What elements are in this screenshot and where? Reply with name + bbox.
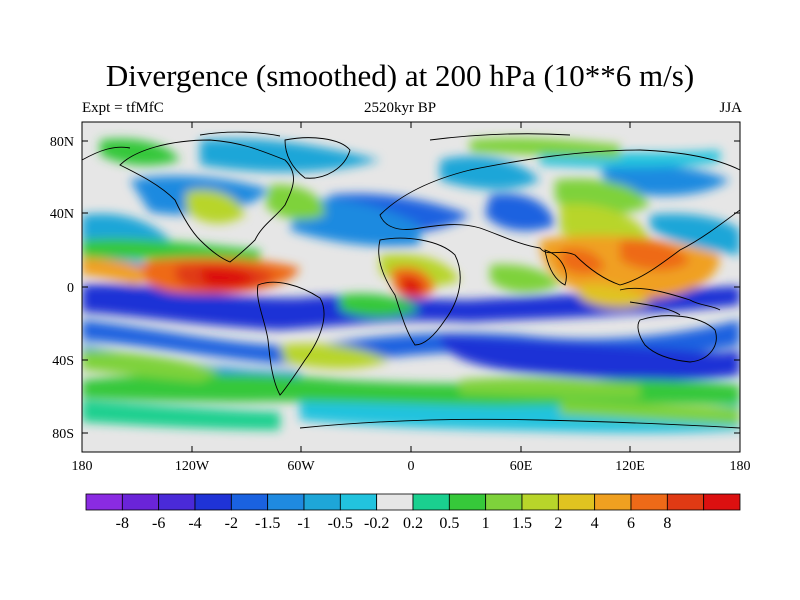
coast-eurasia — [379, 149, 740, 286]
coastlines — [82, 131, 740, 429]
lat-tick-label: 40S — [52, 354, 74, 369]
colorbar-label: -0.2 — [364, 515, 389, 532]
colorbar-label: 6 — [627, 515, 635, 532]
lon-tick-label: 60E — [510, 459, 533, 474]
colorbar-swatch — [85, 493, 123, 511]
coast-africa — [378, 237, 461, 346]
colorbar-label: -1.5 — [255, 515, 280, 532]
lat-tick-label: 0 — [67, 281, 74, 296]
colorbar-swatch — [703, 493, 741, 511]
colorbar-label: 0.5 — [439, 515, 459, 532]
colorbar-label: -2 — [225, 515, 238, 532]
colorbar-swatch — [339, 493, 378, 511]
lon-tick-label: 180 — [730, 459, 751, 474]
colorbar-label: 2 — [554, 515, 562, 532]
colorbar-swatch — [485, 493, 523, 511]
coast-south-america — [256, 281, 325, 396]
colorbar-swatch — [448, 493, 487, 511]
map-title: Divergence (smoothed) at 200 hPa (10**6 … — [105, 58, 695, 93]
lon-tick-labels: 180 120W 60W 0 60E 120E 180 — [72, 459, 751, 474]
colorbar-swatch — [594, 493, 632, 511]
colorbar-swatch — [630, 493, 668, 511]
colorbar-label: 1.5 — [512, 515, 532, 532]
colorbar-label: -8 — [116, 515, 129, 532]
lat-tick-label: 80N — [50, 135, 74, 150]
lat-tick-labels: 80N 40N 0 40S 80S — [50, 135, 74, 442]
lat-tick-label: 40N — [50, 207, 74, 222]
colorbar-swatch — [521, 493, 559, 511]
colorbar-label: -1 — [297, 515, 310, 532]
colorbar-swatch — [666, 493, 705, 511]
lon-tick-label: 0 — [408, 459, 415, 474]
lon-tick-label: 120W — [175, 459, 210, 474]
colorbar-label: -6 — [152, 515, 165, 532]
lon-tick-label: 120E — [615, 459, 645, 474]
colorbar-swatch — [267, 493, 305, 511]
colorbar-label: 4 — [591, 515, 599, 532]
coast-greenland — [284, 137, 351, 179]
colorbar-swatch — [194, 493, 232, 511]
colorbar-label: -0.5 — [328, 515, 353, 532]
colorbar-label: 8 — [663, 515, 671, 532]
experiment-label: Expt = tfMfC — [82, 100, 164, 116]
season-label: JJA — [719, 100, 742, 116]
colorbar-swatch — [303, 493, 341, 511]
lon-tick-label: 60W — [287, 459, 315, 474]
colorbar-swatch — [557, 493, 596, 511]
coast-north-america — [119, 139, 294, 263]
plot-area — [82, 122, 740, 452]
colorbar-label: 1 — [482, 515, 490, 532]
colorbar-swatch — [412, 493, 450, 511]
contour-fields — [82, 137, 740, 433]
lon-tick-label: 180 — [72, 459, 93, 474]
coast-australia — [637, 315, 717, 363]
colorbar-swatch — [121, 493, 160, 511]
coast-antarctica — [299, 418, 740, 429]
coast-alaska-arctic — [82, 131, 571, 161]
colorbar-label: -4 — [188, 515, 201, 532]
colorbar-swatch — [230, 493, 269, 511]
axis-ticks — [81, 122, 741, 452]
colorbar-label: 0.2 — [403, 515, 423, 532]
coast-maritime-continent — [619, 287, 721, 316]
lat-tick-label: 80S — [52, 427, 74, 442]
period-label: 2520kyr BP — [363, 100, 437, 116]
colorbar — [85, 493, 741, 511]
colorbar-swatch — [376, 493, 414, 511]
colorbar-labels: -8 -6 -4 -2 -1.5 -1 -0.5 -0.2 0.2 0.5 1 1.5 2 4 6 8 — [116, 515, 672, 532]
colorbar-swatch — [158, 493, 196, 511]
coast-indian-peninsula — [544, 249, 567, 286]
